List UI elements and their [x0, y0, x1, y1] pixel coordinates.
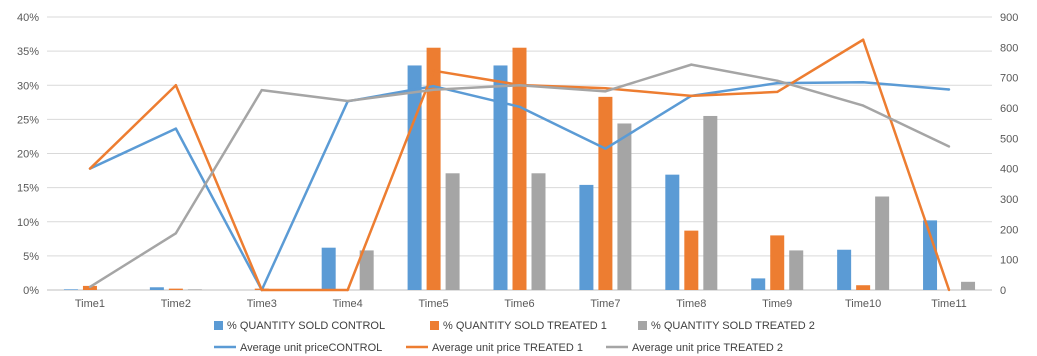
x-tick-label: Time7	[590, 298, 620, 310]
line-point	[776, 79, 779, 82]
line-point	[346, 99, 349, 103]
bar	[770, 235, 785, 290]
line-point	[88, 167, 92, 170]
bar	[321, 247, 336, 290]
bar	[187, 289, 202, 290]
x-tick-label: Time2	[161, 298, 191, 310]
legend-swatch	[430, 321, 439, 330]
line-point	[947, 288, 951, 292]
legend-swatch	[214, 321, 223, 330]
y-right-tick-label: 100	[1000, 255, 1018, 267]
bar	[579, 184, 594, 290]
line-point	[861, 104, 865, 107]
y-left-tick-label: 30%	[17, 80, 39, 92]
line-point	[776, 81, 779, 85]
y-right-tick-label: 600	[1000, 103, 1018, 115]
y-left-tick-label: 0%	[23, 285, 39, 297]
y-left-tick-label: 15%	[17, 183, 39, 195]
line-point	[690, 94, 693, 98]
y-right-tick-label: 900	[1000, 12, 1018, 24]
legend-swatch	[638, 321, 647, 330]
bar	[598, 96, 613, 290]
x-tick-label: Time9	[762, 298, 792, 310]
lines	[88, 38, 951, 292]
line-point	[947, 145, 951, 148]
line-point	[174, 232, 178, 235]
line-point	[432, 84, 435, 88]
legend: % QUANTITY SOLD CONTROL % QUANTITY SOLD T…	[214, 320, 815, 354]
line-point	[861, 81, 865, 84]
y-right-tick-label: 800	[1000, 42, 1018, 54]
bar	[531, 173, 546, 290]
line-point	[174, 127, 178, 130]
bar	[426, 47, 441, 291]
legend-label: Average unit price TREATED 1	[432, 342, 583, 354]
line-point	[947, 88, 951, 91]
y-left-tick-label: 10%	[17, 217, 39, 229]
legend-label: % QUANTITY SOLD TREATED 1	[443, 320, 607, 332]
y-right-tick-label: 0	[1000, 285, 1006, 297]
line-point	[518, 84, 521, 87]
line-point	[604, 90, 607, 93]
line-point	[690, 63, 693, 66]
bar	[665, 174, 680, 290]
x-tick-label: Time11	[931, 298, 966, 310]
bar	[789, 250, 804, 290]
line-point	[260, 88, 263, 92]
x-tick-label: Time3	[247, 298, 277, 310]
bar	[617, 123, 632, 290]
x-tick-label: Time4	[333, 298, 363, 310]
bar	[63, 289, 78, 290]
line-point	[776, 90, 779, 94]
bars	[63, 47, 976, 291]
line-point	[174, 84, 178, 87]
y-right-tick-label: 300	[1000, 194, 1018, 206]
x-tick-label: Time10	[845, 298, 881, 310]
line-point	[432, 88, 435, 92]
y-left-tick-label: 40%	[17, 12, 39, 24]
axes: 0% 5% 10% 15% 20% 25% 30% 35% 40% 0 100 200 300 400 50…	[17, 12, 1018, 310]
bar	[751, 278, 766, 290]
legend-label: Average unit price TREATED 2	[632, 342, 783, 354]
y-left-tick-label: 5%	[23, 251, 39, 263]
y-left-tick-label: 35%	[17, 46, 39, 58]
legend-label: % QUANTITY SOLD TREATED 2	[651, 320, 815, 332]
line-point	[88, 285, 92, 289]
y-left-tick-label: 20%	[17, 149, 39, 161]
line-point	[604, 87, 607, 90]
line-point	[518, 105, 521, 108]
line-point	[260, 288, 263, 292]
line-point	[346, 288, 349, 292]
bar	[875, 196, 890, 290]
y-left-tick-label: 25%	[17, 114, 39, 126]
x-tick-label: Time8	[676, 298, 706, 310]
bar	[168, 288, 183, 290]
y-right-tick-label: 400	[1000, 164, 1018, 176]
bar	[359, 250, 374, 290]
bar	[149, 287, 164, 290]
x-tick-label: Time6	[504, 298, 534, 310]
bar	[856, 285, 871, 290]
bar	[445, 173, 460, 290]
line-point	[432, 69, 435, 72]
x-tick-label: Time5	[419, 298, 449, 310]
y-right-tick-label: 700	[1000, 73, 1018, 85]
line-point	[604, 147, 607, 150]
bar	[923, 220, 938, 290]
y-right-tick-label: 200	[1000, 224, 1018, 236]
bar	[703, 115, 718, 291]
bar	[837, 249, 852, 290]
legend-label: Average unit priceCONTROL	[240, 342, 382, 354]
legend-label: % QUANTITY SOLD CONTROL	[227, 320, 385, 332]
bar	[684, 230, 699, 290]
line-point	[861, 38, 865, 41]
y-right-tick-label: 500	[1000, 133, 1018, 145]
bar	[961, 281, 976, 290]
bar	[493, 65, 508, 291]
x-tick-label: Time1	[75, 298, 105, 310]
bar	[407, 65, 422, 291]
